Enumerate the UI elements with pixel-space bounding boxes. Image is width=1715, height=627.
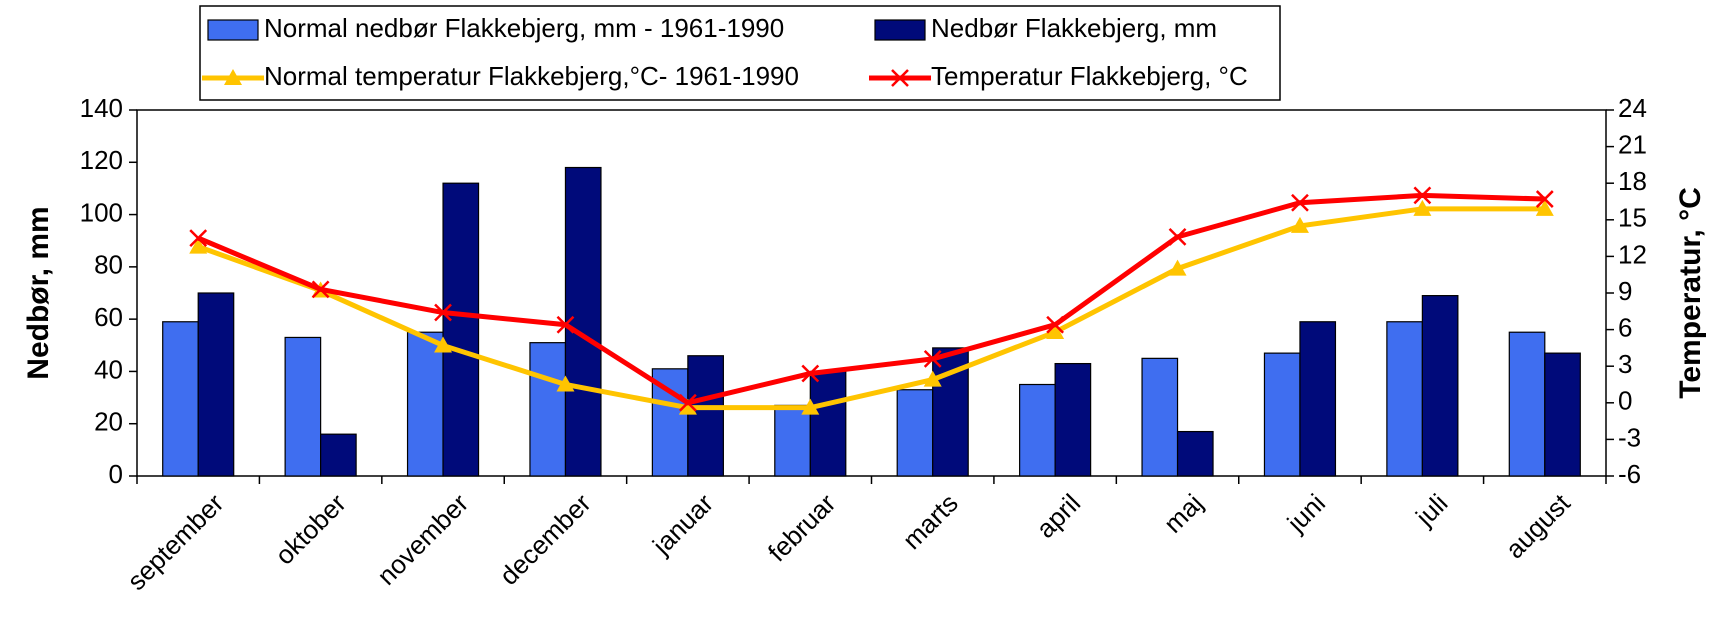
x-tick-label: juli [1409,488,1453,532]
y2-tick-label: 15 [1618,203,1647,233]
marker [1168,227,1187,246]
y2-tick-label: -3 [1618,422,1641,452]
legend-label: Normal nedbør Flakkebjerg, mm - 1961-199… [264,13,784,43]
bar [774,404,811,477]
legend-label: Nedbør Flakkebjerg, mm [931,13,1217,43]
x-tick-label: maj [1158,488,1209,539]
bar [1421,295,1459,477]
bar [197,292,235,477]
marker [1413,199,1432,216]
marker [556,315,575,334]
legend-label: Normal temperatur Flakkebjerg,°C- 1961-1… [264,61,799,91]
y2-axis-title: Temperatur, °C [1674,187,1707,399]
marker [678,398,697,415]
x-tick-label: marts [897,488,964,555]
bar [320,433,357,477]
marker [1168,259,1187,276]
x-tick-label: september [121,488,229,596]
y2-tick-label: 9 [1618,276,1632,306]
marker [923,370,942,387]
bar [687,355,724,477]
bar [1386,321,1423,477]
y-axis-title: Nedbør, mm [22,206,55,379]
marker [801,398,820,415]
marker [1413,186,1432,205]
marker [1290,216,1309,233]
x-tick-label: december [494,488,597,591]
bar [284,336,322,477]
line [197,206,1545,411]
x-tick-label: august [1499,487,1576,564]
legend-swatch [874,19,926,41]
y2-tick-label: 6 [1618,312,1632,342]
y2-tick-label: 12 [1618,239,1647,269]
plot-area [136,109,1607,477]
marker [1291,193,1309,212]
bar [529,342,567,477]
x-tick-label: juni [1281,488,1332,539]
bar [1054,362,1092,477]
bar [162,321,199,477]
y2-tick-label: 0 [1618,386,1632,416]
bar [1508,331,1546,477]
bar [406,331,444,477]
marker [678,393,697,412]
bar [1019,383,1056,477]
y2-tick-label: -6 [1618,459,1641,489]
legend-box [199,5,1281,101]
y2-tick-label: 18 [1618,166,1647,196]
marker [434,336,453,353]
x-tick-label: januar [646,488,719,561]
marker [1535,190,1554,208]
bar [1544,352,1581,477]
marker [189,237,208,254]
y-tick-label: 80 [94,250,123,280]
bar [896,389,934,477]
bar [809,370,847,477]
marker [1046,315,1065,334]
y2-tick-label: 3 [1618,349,1632,379]
y-tick-label: 40 [94,354,123,384]
marker [1535,199,1554,216]
bar [1176,430,1214,477]
line [197,192,1545,406]
y-tick-label: 140 [80,93,123,123]
legend-swatch [207,19,259,41]
bar [1299,321,1337,477]
marker [556,375,575,392]
y2-tick-label: 21 [1618,129,1647,159]
y-tick-label: 20 [94,407,123,437]
x-tick-label: oktober [269,488,352,571]
y-tick-label: 0 [109,459,123,489]
bar [564,166,602,477]
bar [442,182,480,477]
y-tick-label: 120 [80,145,123,175]
marker [801,364,820,383]
marker [311,280,330,299]
legend-marker [224,69,242,85]
y2-tick-label: 24 [1618,93,1647,123]
marker [923,349,942,368]
x-tick-label: november [371,488,474,591]
bar [1141,357,1179,477]
y-tick-label: 100 [80,197,123,227]
y-tick-label: 60 [94,302,123,332]
legend-label: Temperatur Flakkebjerg, °C [931,61,1248,91]
marker [189,229,208,247]
marker [434,303,452,322]
legend-marker [891,69,909,87]
x-tick-label: april [1030,488,1086,544]
bar [1263,352,1301,477]
x-tick-label: februar [762,488,842,568]
marker [1046,323,1065,340]
